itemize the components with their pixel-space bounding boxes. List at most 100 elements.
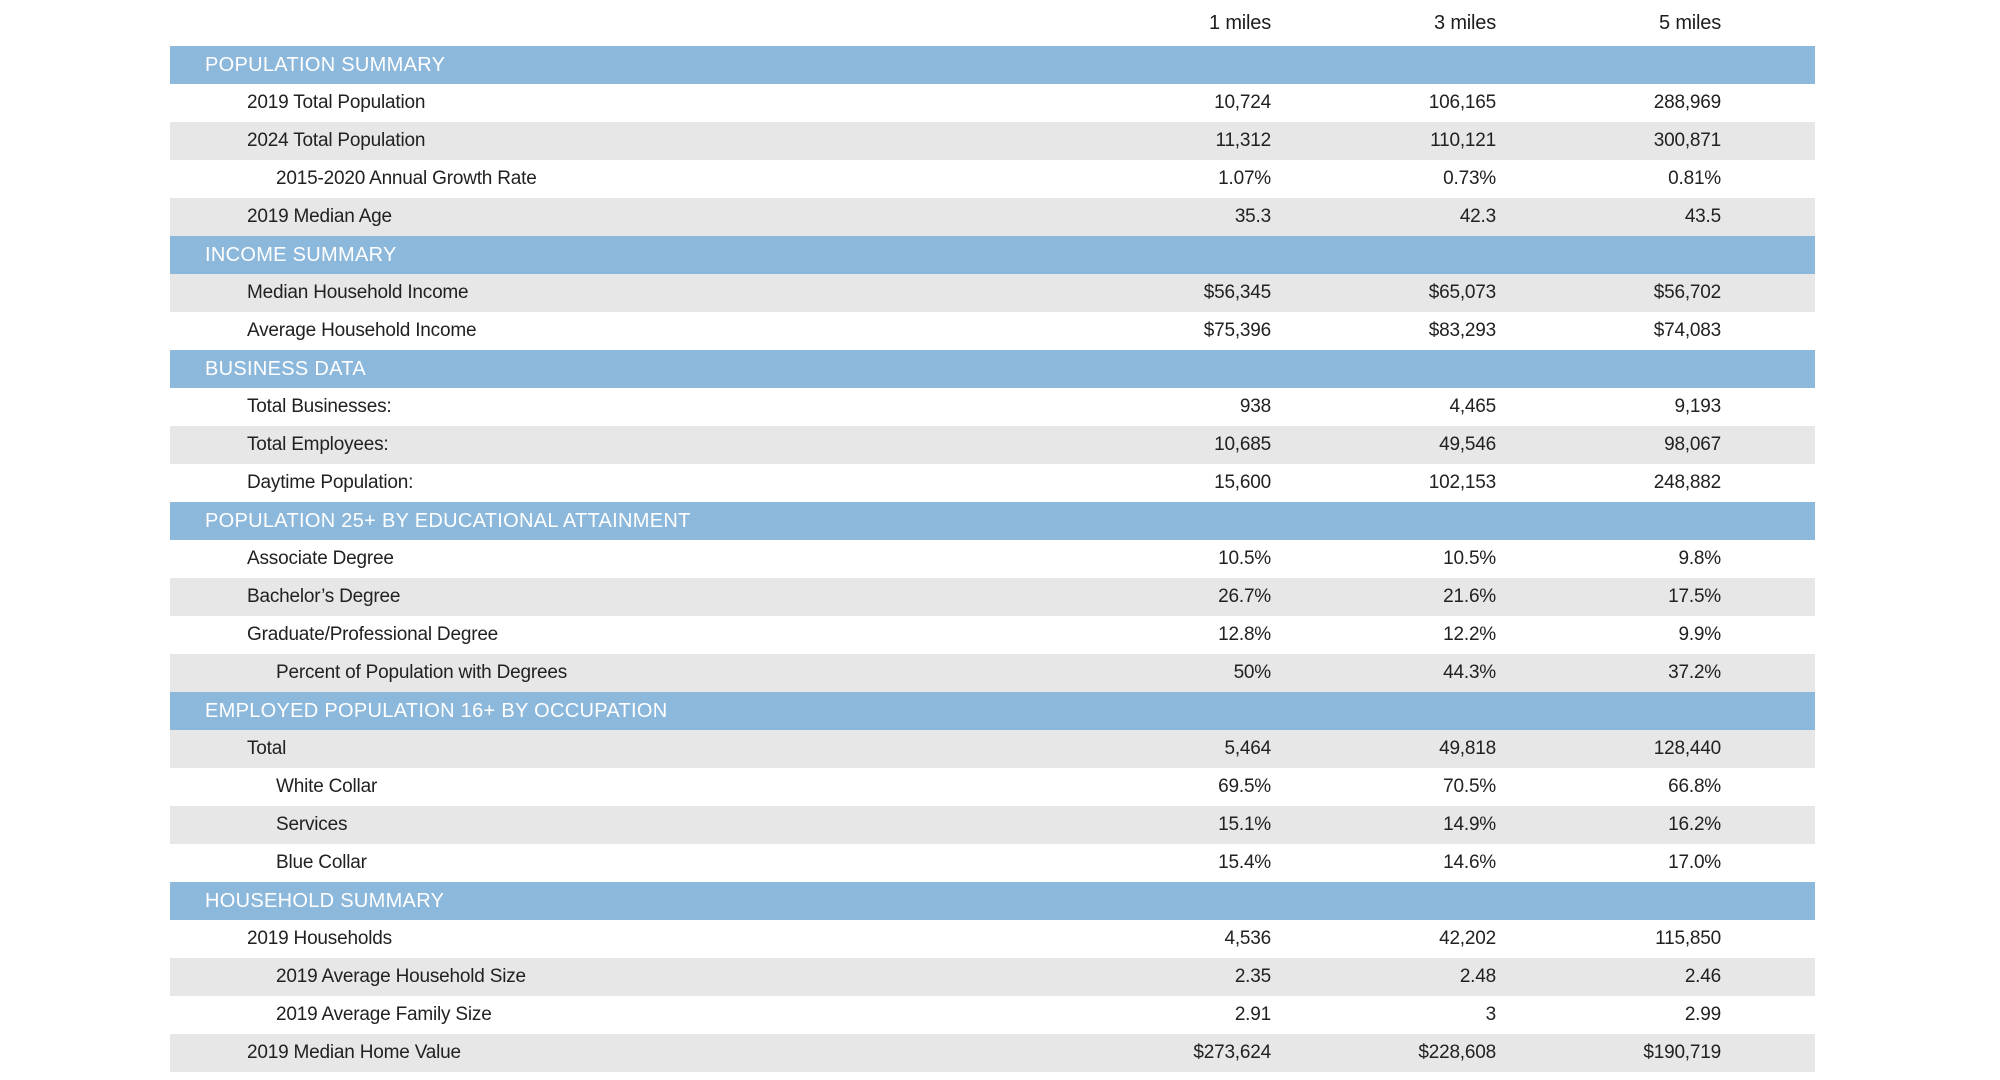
row-value-3-miles: 42.3	[1459, 206, 1496, 227]
row-value-3-miles: 102,153	[1428, 472, 1496, 493]
table-row: 2019 Total Population 10,724 106,165 288,96…	[170, 84, 1815, 122]
row-value-3-miles: 42,202	[1439, 928, 1496, 949]
row-value-1-miles: 69.5%	[1218, 776, 1271, 797]
row-value-3-miles: 2.48	[1459, 966, 1496, 987]
row-label: Median Household Income	[247, 282, 469, 303]
row-value-5-miles: 2.99	[1684, 1004, 1721, 1025]
section-title: BUSINESS DATA	[205, 357, 366, 380]
row-value-1-miles: 10.5%	[1218, 548, 1271, 569]
row-label: Total Employees:	[247, 434, 389, 455]
row-value-1-miles: 15.4%	[1218, 852, 1271, 873]
row-value-3-miles: 0.73%	[1443, 168, 1496, 189]
row-value-1-miles: 5,464	[1224, 738, 1271, 759]
row-value-3-miles: $228,608	[1418, 1042, 1496, 1063]
section-header-bar: BUSINESS DATA	[170, 350, 1815, 388]
row-value-1-miles: 11,312	[1215, 130, 1271, 151]
row-value-5-miles: 9.9%	[1678, 624, 1721, 645]
row-value-1-miles: $56,345	[1203, 282, 1271, 303]
row-value-5-miles: $74,083	[1653, 320, 1721, 341]
row-value-3-miles: 3	[1485, 1004, 1497, 1025]
row-label: 2019 Median Age	[247, 206, 392, 227]
row-value-1-miles: 15,600	[1214, 472, 1271, 493]
row-label: 2019 Households	[247, 928, 392, 949]
row-value-3-miles: 49,818	[1439, 738, 1496, 759]
row-value-1-miles: 4,536	[1224, 928, 1271, 949]
row-value-5-miles: 288,969	[1653, 92, 1721, 113]
row-label: 2019 Average Family Size	[276, 1004, 492, 1025]
row-label: 2024 Total Population	[247, 130, 426, 151]
table-row: 2015-2020 Annual Growth Rate 1.07% 0.73% 0.…	[170, 160, 1815, 198]
row-label: 2019 Average Household Size	[276, 966, 526, 987]
table-row: Services 15.1% 14.9% 16.2%	[170, 806, 1815, 844]
row-value-5-miles: 9,193	[1674, 396, 1721, 417]
table-row: White Collar 69.5% 70.5% 66.8%	[170, 768, 1815, 806]
table-row: Total 5,464 49,818 128,440	[170, 730, 1815, 768]
row-value-1-miles: 35.3	[1234, 206, 1271, 227]
row-value-1-miles: 12.8%	[1218, 624, 1271, 645]
table-row: 2019 Average Family Size 2.91 3 2.99	[170, 996, 1815, 1034]
row-value-5-miles: 17.5%	[1668, 586, 1721, 607]
row-value-5-miles: 115,850	[1655, 928, 1721, 949]
row-value-1-miles: $75,396	[1203, 320, 1271, 341]
section-header-bar: POPULATION SUMMARY	[170, 46, 1815, 84]
section-header-bar: EMPLOYED POPULATION 16+ BY OCCUPATION	[170, 692, 1815, 730]
table-row: 2019 Average Household Size 2.35 2.48 2.46	[170, 958, 1815, 996]
row-label: Total Businesses:	[247, 396, 392, 417]
demographics-report-table: 1 miles 3 miles 5 miles POPULATION SUMMA…	[170, 0, 1815, 1072]
row-value-5-miles: $190,719	[1643, 1042, 1721, 1063]
column-header-3-miles: 3 miles	[1434, 11, 1496, 34]
section-title: POPULATION SUMMARY	[205, 53, 446, 76]
table-row: Blue Collar 15.4% 14.6% 17.0%	[170, 844, 1815, 882]
table-row: Daytime Population: 15,600 102,153 248,882	[170, 464, 1815, 502]
section-title: EMPLOYED POPULATION 16+ BY OCCUPATION	[205, 699, 668, 722]
row-value-3-miles: 12.2%	[1443, 624, 1496, 645]
row-label: Total	[247, 738, 287, 759]
row-value-5-miles: 9.8%	[1678, 548, 1721, 569]
row-label: Percent of Population with Degrees	[276, 662, 568, 683]
section-header-bar: INCOME SUMMARY	[170, 236, 1815, 274]
row-label: 2015-2020 Annual Growth Rate	[276, 168, 537, 189]
row-value-1-miles: 26.7%	[1218, 586, 1271, 607]
section-header-bar: HOUSEHOLD SUMMARY	[170, 882, 1815, 920]
row-label: Daytime Population:	[247, 472, 414, 493]
row-value-5-miles: 0.81%	[1668, 168, 1721, 189]
row-value-3-miles: 4,465	[1449, 396, 1496, 417]
table-row: Graduate/Professional Degree 12.8% 12.2% 9.…	[170, 616, 1815, 654]
row-value-3-miles: 14.9%	[1443, 814, 1496, 835]
row-value-1-miles: 2.91	[1234, 1004, 1271, 1025]
column-header-row: 1 miles 3 miles 5 miles	[170, 0, 1815, 46]
row-value-3-miles: 49,546	[1439, 434, 1496, 455]
row-label: Average Household Income	[247, 320, 477, 341]
row-value-5-miles: 300,871	[1653, 130, 1721, 151]
row-label: White Collar	[276, 776, 378, 797]
table-row: Average Household Income $75,396 $83,293 $7…	[170, 312, 1815, 350]
row-value-5-miles: $56,702	[1653, 282, 1721, 303]
section-title: HOUSEHOLD SUMMARY	[205, 889, 445, 912]
row-value-5-miles: 66.8%	[1668, 776, 1721, 797]
row-value-1-miles: 938	[1239, 396, 1271, 417]
table-row: Total Businesses: 938 4,465 9,193	[170, 388, 1815, 426]
row-label: 2019 Median Home Value	[247, 1042, 461, 1063]
row-value-3-miles: 110,121	[1430, 130, 1496, 151]
row-label: Services	[276, 814, 348, 835]
row-label: 2019 Total Population	[247, 92, 426, 113]
row-value-5-miles: 128,440	[1653, 738, 1721, 759]
row-value-5-miles: 17.0%	[1668, 852, 1721, 873]
row-value-1-miles: $273,624	[1193, 1042, 1271, 1063]
row-value-5-miles: 98,067	[1664, 434, 1721, 455]
table-row: 2024 Total Population 11,312 110,121 300,87…	[170, 122, 1815, 160]
section-title: POPULATION 25+ BY EDUCATIONAL ATTAINMENT	[205, 509, 691, 532]
row-value-5-miles: 2.46	[1684, 966, 1721, 987]
row-value-3-miles: $65,073	[1428, 282, 1496, 303]
row-value-5-miles: 16.2%	[1668, 814, 1721, 835]
row-value-1-miles: 10,724	[1214, 92, 1271, 113]
row-value-3-miles: 106,165	[1428, 92, 1496, 113]
row-value-5-miles: 248,882	[1653, 472, 1721, 493]
row-value-1-miles: 50%	[1233, 662, 1272, 683]
table-row: 2019 Median Home Value $273,624 $228,608 $1…	[170, 1034, 1815, 1072]
row-value-3-miles: 70.5%	[1443, 776, 1496, 797]
column-header-5-miles: 5 miles	[1659, 11, 1721, 34]
row-label: Bachelor’s Degree	[247, 586, 401, 607]
section-title: INCOME SUMMARY	[205, 243, 397, 266]
row-label: Associate Degree	[247, 548, 394, 569]
